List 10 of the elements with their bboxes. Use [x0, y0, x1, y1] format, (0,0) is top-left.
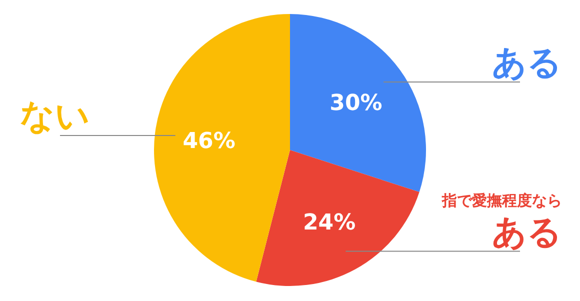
data-label: 46% — [182, 128, 236, 154]
pie-slice — [290, 14, 426, 192]
slice-label: ない — [20, 96, 90, 137]
text: 指で愛撫程度なら — [441, 191, 562, 210]
data-label: 30% — [330, 91, 382, 116]
slice-label: ある — [492, 43, 562, 84]
slice-label: ある — [492, 212, 562, 252]
pie-slice — [154, 14, 290, 282]
data-label: 24% — [302, 210, 356, 236]
pie-slice — [256, 150, 420, 286]
